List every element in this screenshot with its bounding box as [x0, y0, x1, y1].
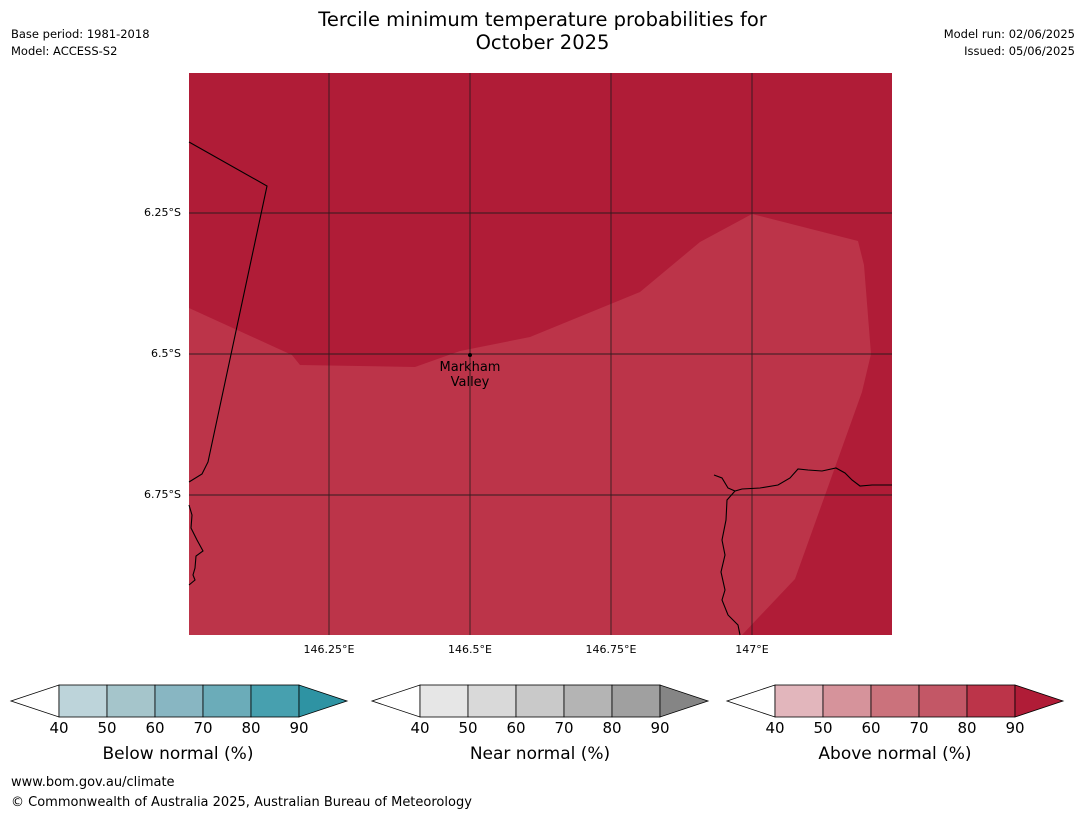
colorbar-tick: 60	[145, 719, 165, 737]
colorbar-2	[725, 684, 1065, 718]
colorbar-title-below-normal: Below normal (%)	[102, 744, 254, 764]
colorbar-extend-low	[9, 684, 60, 718]
colorbar-tick: 90	[289, 719, 309, 737]
title-line-1: Tercile minimum temperature probabilitie…	[318, 8, 767, 31]
colorbar-segment	[611, 684, 661, 718]
colorbar-segment	[563, 684, 613, 718]
colorbar-tick: 50	[458, 719, 478, 737]
place-label-markham-valley: Markham Valley	[420, 360, 520, 390]
place-marker	[468, 353, 472, 357]
coastline-west	[188, 504, 204, 586]
colorbar-segment	[918, 684, 968, 718]
colorbar-tick: 80	[602, 719, 622, 737]
colorbar-segment	[515, 684, 565, 718]
longitude-label: 146.25°E	[303, 643, 355, 656]
colorbar-tick: 70	[554, 719, 574, 737]
province-boundary	[188, 141, 268, 483]
colorbar-tick: 50	[813, 719, 833, 737]
colorbar-extend-low	[370, 684, 421, 718]
place-label-line-1: Markham	[439, 360, 501, 375]
colorbar-tick: 40	[765, 719, 785, 737]
colorbar-segment	[419, 684, 469, 718]
colorbar-segment	[106, 684, 156, 718]
title-line-2: October 2025	[475, 31, 610, 54]
issued-date: Issued: 05/06/2025	[964, 44, 1075, 58]
colorbar-extend-high	[298, 684, 349, 718]
colorbar-segment	[202, 684, 252, 718]
footer-url[interactable]: www.bom.gov.au/climate	[11, 775, 175, 790]
colorbar-tick: 40	[410, 719, 430, 737]
coastline-huon	[713, 467, 892, 492]
colorbar-tick: 60	[506, 719, 526, 737]
metadata-right: Model run: 02/06/2025 Issued: 05/06/2025	[944, 26, 1075, 60]
model-name: Model: ACCESS-S2	[11, 44, 118, 58]
latitude-label: 6.75°S	[144, 488, 181, 501]
colorbar-tick: 70	[193, 719, 213, 737]
latitude-label: 6.5°S	[151, 347, 181, 360]
longitude-label: 147°E	[735, 643, 769, 656]
colorbar-1	[370, 684, 710, 718]
colorbar-segment	[966, 684, 1016, 718]
colorbar-segment	[774, 684, 824, 718]
boundaries	[188, 141, 892, 636]
colorbar-extend-high	[1014, 684, 1065, 718]
colorbar-extend-high	[659, 684, 710, 718]
footer-copyright: © Commonwealth of Australia 2025, Austra…	[11, 795, 472, 810]
colorbar-title-near-normal: Near normal (%)	[469, 744, 611, 764]
colorbar-segment	[250, 684, 300, 718]
colorbar-0	[9, 684, 349, 718]
colorbar-tick: 70	[909, 719, 929, 737]
metadata-left: Base period: 1981-2018 Model: ACCESS-S2	[11, 26, 150, 60]
colorbar-segment	[467, 684, 517, 718]
colorbar-segment	[154, 684, 204, 718]
colorbar-extend-low	[725, 684, 776, 718]
colorbar-segment	[870, 684, 920, 718]
coastline-south	[720, 490, 741, 636]
base-period: Base period: 1981-2018	[11, 27, 150, 41]
colorbar-title-above-normal: Above normal (%)	[818, 744, 972, 764]
longitude-label: 146.75°E	[585, 643, 637, 656]
colorbar-tick: 50	[97, 719, 117, 737]
colorbar-segment	[822, 684, 872, 718]
longitude-label: 146.5°E	[448, 643, 492, 656]
colorbar-tick: 80	[957, 719, 977, 737]
colorbar-segment	[58, 684, 108, 718]
colorbar-tick: 90	[650, 719, 670, 737]
model-run: Model run: 02/06/2025	[943, 27, 1075, 41]
colorbars	[9, 684, 1065, 718]
colorbar-tick: 80	[241, 719, 261, 737]
graticule	[189, 73, 892, 635]
latitude-label: 6.25°S	[144, 206, 181, 219]
place-label-line-2: Valley	[450, 375, 490, 390]
colorbar-tick: 60	[861, 719, 881, 737]
colorbar-tick: 90	[1005, 719, 1025, 737]
chart-title: Tercile minimum temperature probabilitie…	[0, 8, 1085, 54]
region-above-80-90	[189, 214, 871, 635]
colorbar-tick: 40	[49, 719, 69, 737]
